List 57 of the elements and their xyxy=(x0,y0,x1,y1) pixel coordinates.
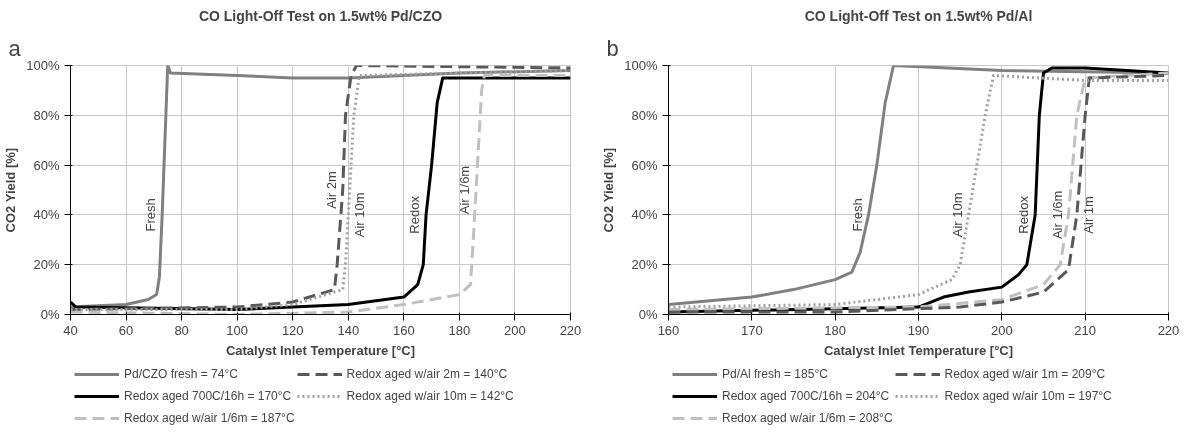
legend-label: Redox aged w/air 1m = 209°C xyxy=(944,367,1106,381)
annotation: Fresh xyxy=(143,198,159,232)
x-tick-label: 180 xyxy=(448,322,471,338)
y-tick-label: 20% xyxy=(631,257,658,273)
y-tick-label: 100% xyxy=(624,58,658,73)
y-tick-label: 60% xyxy=(631,157,658,173)
y-axis-title: CO2 Yield [%] xyxy=(601,147,617,233)
legend-label: Redox aged w/air 2m = 140°C xyxy=(346,367,508,381)
y-tick-label: 100% xyxy=(26,58,60,73)
annotation: Air 1m xyxy=(1080,196,1096,234)
legend-label: Redox aged w/air 1/6m = 208°C xyxy=(722,411,893,425)
x-tick-label: 60 xyxy=(118,322,134,338)
chart-title: CO Light-Off Test on 1.5wt% Pd/Al xyxy=(804,7,1033,24)
x-tick-label: 120 xyxy=(281,322,304,338)
y-tick-label: 40% xyxy=(33,207,60,223)
x-tick-label: 140 xyxy=(337,322,360,338)
y-axis-title: CO2 Yield [%] xyxy=(3,147,19,233)
annotation: Air 2m xyxy=(323,171,339,209)
x-tick-label: 220 xyxy=(1157,322,1180,338)
y-tick-label: 80% xyxy=(33,107,60,123)
y-tick-label: 20% xyxy=(33,257,60,273)
legend-label: Pd/Al fresh = 185°C xyxy=(722,367,828,381)
x-tick-label: 170 xyxy=(740,322,763,338)
annotation: Air 10m xyxy=(352,192,368,238)
annotation: Redox xyxy=(1016,195,1032,234)
y-tick-label: 40% xyxy=(631,207,658,223)
y-tick-label: 0% xyxy=(40,307,60,322)
legend-label: Redox aged w/air 10m = 197°C xyxy=(944,389,1112,403)
annotation: Redox xyxy=(407,195,423,234)
x-tick-label: 100 xyxy=(226,322,249,338)
annotation: Air 1/6m xyxy=(457,165,473,215)
y-tick-label: 80% xyxy=(631,107,658,123)
y-tick-label: 0% xyxy=(638,307,658,322)
x-tick-label: 40 xyxy=(63,322,78,338)
x-tick-label: 160 xyxy=(392,322,415,338)
x-tick-label: 80 xyxy=(174,322,189,338)
legend-label: Redox aged w/air 10m = 142°C xyxy=(346,389,514,403)
legend-label: Redox aged 700C/16h = 170°C xyxy=(124,389,292,403)
x-tick-label: 210 xyxy=(1074,322,1097,338)
legend-label: Redox aged 700C/16h = 204°C xyxy=(722,389,890,403)
x-tick-label: 220 xyxy=(559,322,582,338)
annotation: Fresh xyxy=(849,198,865,232)
x-axis-title: Catalyst Inlet Temperature [°C] xyxy=(225,342,416,358)
annotation: Air 10m xyxy=(949,192,965,238)
annotation: Air 1/6m xyxy=(1049,190,1065,240)
x-tick-label: 160 xyxy=(657,322,680,338)
x-axis-title: Catalyst Inlet Temperature [°C] xyxy=(823,342,1014,358)
legend-label: Redox aged w/air 1/6m = 187°C xyxy=(124,411,295,425)
x-tick-label: 180 xyxy=(824,322,847,338)
y-tick-label: 60% xyxy=(33,157,60,173)
text: b xyxy=(606,35,619,61)
chart-title: CO Light-Off Test on 1.5wt% Pd/CZO xyxy=(198,7,443,24)
x-tick-label: 200 xyxy=(990,322,1013,338)
x-tick-label: 190 xyxy=(907,322,930,338)
x-tick-label: 200 xyxy=(504,322,526,338)
text: a xyxy=(8,35,22,61)
legend-label: Pd/CZO fresh = 74°C xyxy=(124,367,238,381)
